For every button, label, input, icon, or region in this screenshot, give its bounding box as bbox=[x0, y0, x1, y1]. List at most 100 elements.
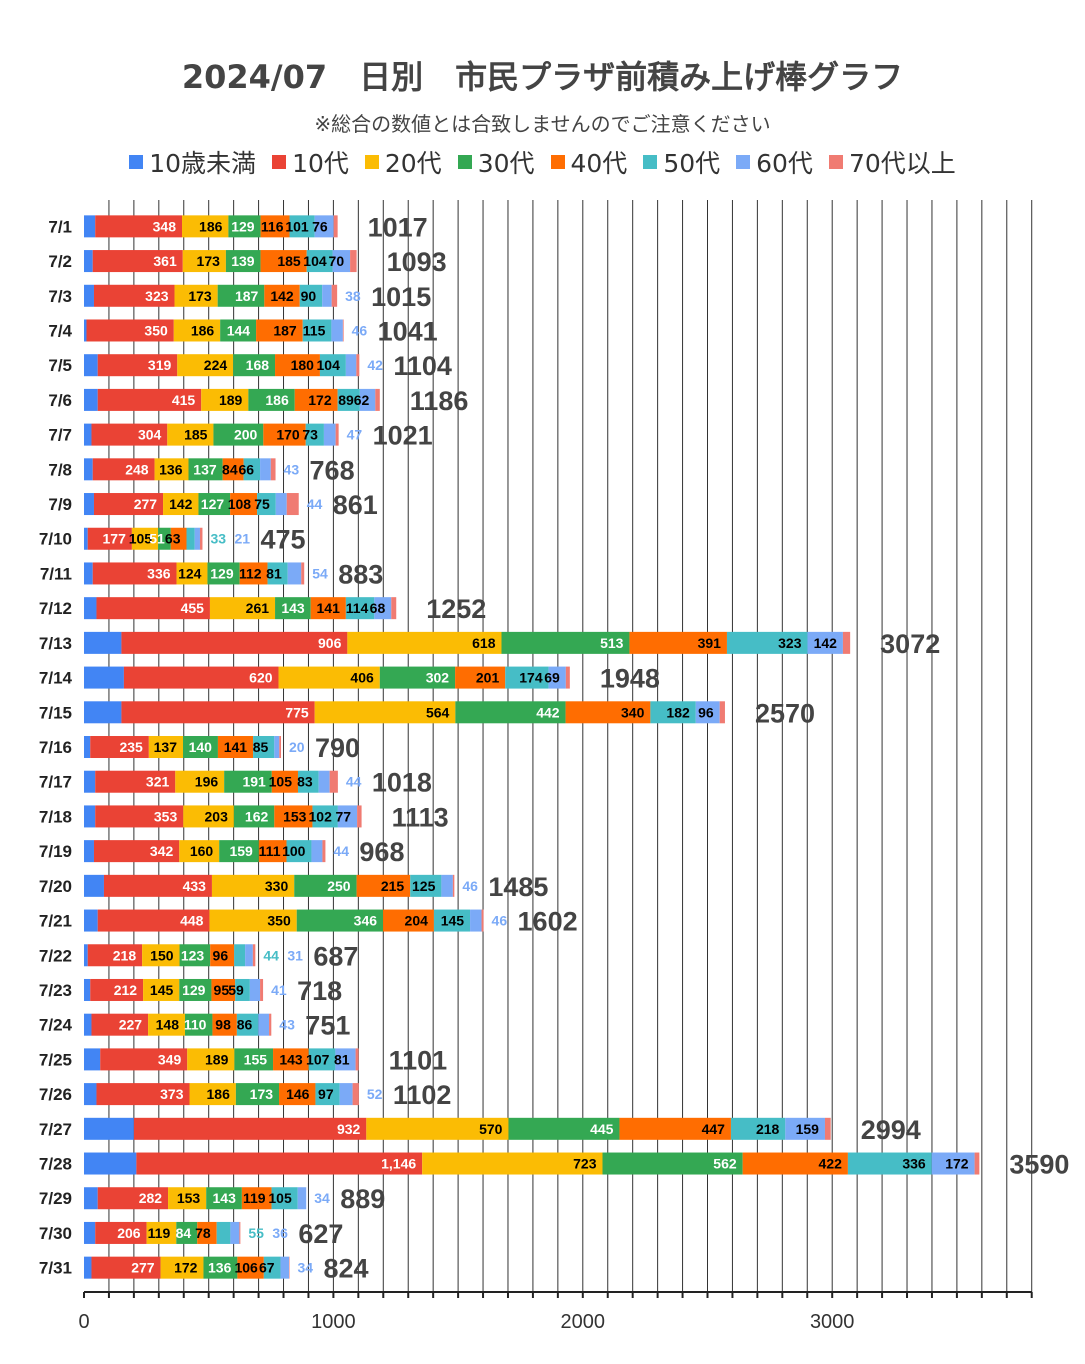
bar-segment-2 bbox=[97, 1187, 169, 1210]
value-label: 723 bbox=[573, 1156, 597, 1172]
bar-segment-5 bbox=[275, 354, 320, 377]
value-label: 59 bbox=[228, 982, 244, 998]
bar-segment-4 bbox=[275, 597, 311, 620]
bar-segment-8 bbox=[279, 736, 282, 759]
bar-segment-3 bbox=[182, 250, 226, 273]
bar-segment-3 bbox=[209, 909, 297, 932]
value-label: 159 bbox=[229, 843, 253, 859]
value-label: 391 bbox=[698, 635, 722, 651]
total-label: 2570 bbox=[755, 698, 815, 728]
bar-segment-3 bbox=[143, 978, 180, 1001]
bar-segment-7 bbox=[311, 840, 323, 863]
value-label-outside: 47 bbox=[347, 427, 363, 443]
bar-segment-1 bbox=[84, 1048, 101, 1071]
category-label: 7/10 bbox=[39, 530, 72, 549]
bar-segment-3 bbox=[173, 319, 221, 342]
value-label: 83 bbox=[297, 774, 313, 790]
bar-segment-5 bbox=[256, 319, 303, 342]
bar-segment-7 bbox=[318, 770, 330, 793]
value-label: 173 bbox=[188, 288, 212, 304]
bar-segment-2 bbox=[96, 1083, 190, 1106]
bar-segment-5 bbox=[271, 770, 298, 793]
bar-segment-1 bbox=[84, 840, 94, 863]
bar-segment-2 bbox=[93, 493, 164, 516]
value-label: 159 bbox=[796, 1121, 820, 1137]
bar-segment-4 bbox=[217, 284, 265, 307]
value-label: 142 bbox=[814, 635, 838, 651]
value-label: 204 bbox=[405, 913, 429, 929]
value-label: 106 bbox=[234, 1260, 258, 1276]
bar-segment-2 bbox=[100, 1048, 188, 1071]
bar-segment-2 bbox=[96, 597, 210, 620]
category-label: 7/24 bbox=[39, 1016, 73, 1035]
value-label: 304 bbox=[138, 427, 162, 443]
total-label: 718 bbox=[297, 976, 342, 1006]
bar-segment-6 bbox=[271, 1187, 298, 1210]
bar-segment-8 bbox=[199, 527, 203, 550]
category-label: 7/6 bbox=[48, 391, 72, 410]
value-label-outside: 55 bbox=[248, 1225, 264, 1241]
legend-item-5: 50代 bbox=[643, 144, 720, 180]
bar-segment-1 bbox=[84, 354, 98, 377]
value-label: 172 bbox=[945, 1156, 969, 1172]
bar-segment-8 bbox=[375, 388, 380, 411]
bar-segment-5 bbox=[217, 736, 254, 759]
value-label: 143 bbox=[281, 600, 305, 616]
bar-segment-1 bbox=[84, 1013, 92, 1036]
value-label: 98 bbox=[215, 1017, 231, 1033]
legend-swatch bbox=[272, 155, 287, 169]
bar-segment-7 bbox=[194, 527, 200, 550]
total-label: 1948 bbox=[600, 664, 660, 694]
value-label: 51 bbox=[149, 531, 165, 547]
legend-label: 50代 bbox=[663, 149, 721, 178]
bar-segment-4 bbox=[203, 1256, 238, 1279]
category-label: 7/12 bbox=[39, 599, 72, 618]
value-label: 349 bbox=[158, 1051, 182, 1067]
value-label-outside: 34 bbox=[298, 1260, 314, 1276]
category-label: 7/13 bbox=[39, 634, 72, 653]
bar-segment-8 bbox=[481, 909, 484, 932]
bar-segment-2 bbox=[93, 840, 180, 863]
value-label: 177 bbox=[103, 531, 127, 547]
bar-segment-2 bbox=[133, 1117, 367, 1140]
bar-segment-3 bbox=[148, 1013, 186, 1036]
value-label: 422 bbox=[819, 1156, 843, 1172]
bar-segment-8 bbox=[239, 1221, 241, 1244]
value-label: 200 bbox=[234, 427, 258, 443]
bar-segment-1 bbox=[84, 1152, 137, 1175]
category-label: 7/30 bbox=[39, 1224, 72, 1243]
bar-segment-5 bbox=[210, 944, 235, 967]
total-label: 889 bbox=[340, 1184, 385, 1214]
value-label: 90 bbox=[301, 288, 317, 304]
bar-segment-1 bbox=[84, 597, 97, 620]
bar-segment-6 bbox=[236, 1013, 259, 1036]
value-label: 180 bbox=[291, 357, 315, 373]
bar-segment-2 bbox=[95, 1221, 147, 1244]
legend-label: 20代 bbox=[384, 149, 442, 178]
legend-item-3: 30代 bbox=[457, 144, 535, 180]
bar-segment-4 bbox=[198, 493, 231, 516]
value-label: 196 bbox=[195, 774, 219, 790]
value-label: 187 bbox=[273, 322, 297, 338]
value-label-outside: 44 bbox=[307, 496, 323, 512]
value-label: 77 bbox=[336, 808, 352, 824]
value-label: 142 bbox=[169, 496, 193, 512]
x-tick-label: 1000 bbox=[311, 1311, 356, 1333]
total-label: 1018 bbox=[372, 768, 432, 798]
value-label: 172 bbox=[174, 1260, 198, 1276]
value-label-outside: 46 bbox=[462, 878, 478, 894]
value-label: 186 bbox=[265, 392, 289, 408]
value-label: 136 bbox=[208, 1260, 232, 1276]
value-label: 186 bbox=[207, 1086, 231, 1102]
value-label: 323 bbox=[145, 288, 169, 304]
bar-segment-5 bbox=[619, 1117, 731, 1140]
bar-segment-1 bbox=[84, 701, 122, 724]
category-label: 7/21 bbox=[39, 912, 72, 931]
bar-segment-3 bbox=[163, 493, 199, 516]
legend-label: 40代 bbox=[570, 149, 628, 178]
total-label: 1252 bbox=[426, 594, 486, 624]
value-label: 248 bbox=[125, 461, 149, 477]
bar-segment-7 bbox=[275, 493, 287, 516]
bar-segment-3 bbox=[182, 215, 229, 238]
bar-segment-6 bbox=[299, 284, 323, 307]
